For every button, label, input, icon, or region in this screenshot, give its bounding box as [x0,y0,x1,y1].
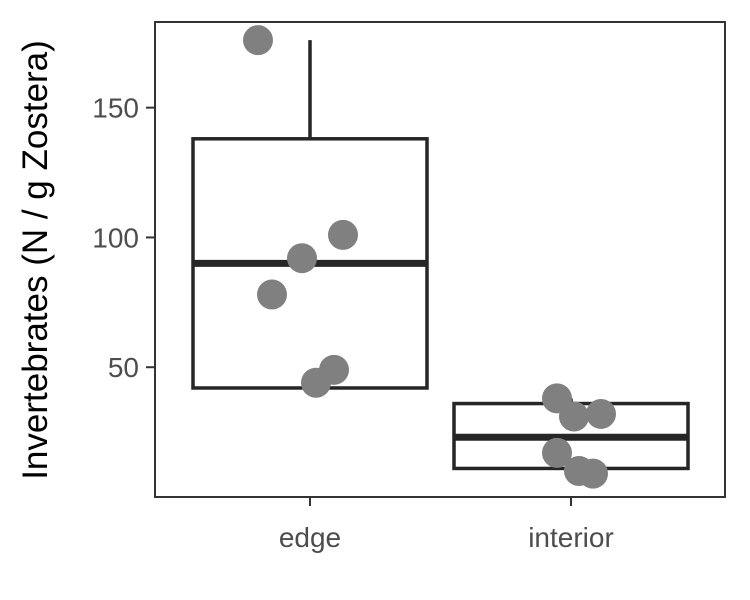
y-axis: 50 100 150 [92,93,155,383]
data-point [257,279,287,310]
data-point [542,437,572,468]
data-point [578,458,608,489]
data-point [559,401,589,432]
x-axis: edge interior [279,497,614,553]
x-tick-label: edge [279,522,341,553]
y-tick-label: 100 [92,222,139,253]
x-tick-label: interior [528,522,614,553]
y-tick-label: 50 [108,352,139,383]
data-point [328,219,358,250]
data-point [301,367,331,398]
data-point [243,25,273,56]
y-tick-label: 150 [92,93,139,124]
point-layer [243,25,616,489]
y-axis-title: Invertebrates (N / g Zostera) [16,40,55,480]
panel-background [154,21,726,498]
data-point [586,398,616,429]
data-point [287,243,317,274]
